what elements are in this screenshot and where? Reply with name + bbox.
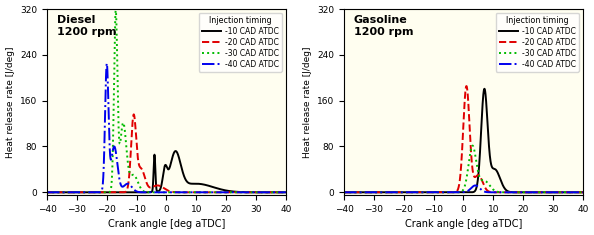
Line: -10 CAD ATDC: -10 CAD ATDC bbox=[344, 89, 583, 192]
-40 CAD ATDC bbox=[263, 191, 270, 194]
-10 CAD ATDC bbox=[263, 191, 270, 194]
Line: -10 CAD ATDC: -10 CAD ATDC bbox=[47, 151, 286, 192]
Line: -40 CAD ATDC: -40 CAD ATDC bbox=[344, 185, 583, 192]
-40 CAD ATDC bbox=[472, 184, 479, 187]
-30 CAD ATDC bbox=[282, 191, 289, 194]
-40 CAD ATDC bbox=[514, 191, 521, 194]
-20 CAD ATDC bbox=[275, 191, 282, 194]
-20 CAD ATDC bbox=[572, 191, 579, 194]
Line: -40 CAD ATDC: -40 CAD ATDC bbox=[47, 63, 286, 192]
-20 CAD ATDC bbox=[146, 186, 153, 188]
-40 CAD ATDC bbox=[43, 191, 50, 194]
Line: -30 CAD ATDC: -30 CAD ATDC bbox=[47, 10, 286, 192]
-20 CAD ATDC bbox=[463, 85, 470, 87]
-20 CAD ATDC bbox=[560, 191, 567, 194]
-30 CAD ATDC bbox=[454, 191, 461, 194]
Text: Diesel
1200 rpm: Diesel 1200 rpm bbox=[56, 15, 116, 37]
Text: Gasoline
1200 rpm: Gasoline 1200 rpm bbox=[353, 15, 413, 37]
-10 CAD ATDC bbox=[514, 191, 521, 194]
-30 CAD ATDC bbox=[443, 191, 450, 194]
-30 CAD ATDC bbox=[441, 191, 448, 194]
-40 CAD ATDC bbox=[282, 191, 289, 194]
-30 CAD ATDC bbox=[275, 191, 282, 194]
-40 CAD ATDC bbox=[144, 191, 151, 194]
-30 CAD ATDC bbox=[263, 191, 270, 194]
-10 CAD ATDC bbox=[572, 191, 579, 194]
-20 CAD ATDC bbox=[340, 191, 347, 194]
-30 CAD ATDC bbox=[579, 191, 586, 194]
-20 CAD ATDC bbox=[514, 191, 521, 194]
Y-axis label: Heat release rate [J/deg]: Heat release rate [J/deg] bbox=[302, 46, 312, 158]
Legend: -10 CAD ATDC, -20 CAD ATDC, -30 CAD ATDC, -40 CAD ATDC: -10 CAD ATDC, -20 CAD ATDC, -30 CAD ATDC… bbox=[199, 13, 282, 72]
-10 CAD ATDC bbox=[172, 150, 179, 153]
-40 CAD ATDC bbox=[441, 191, 448, 194]
Line: -20 CAD ATDC: -20 CAD ATDC bbox=[344, 86, 583, 192]
-10 CAD ATDC bbox=[560, 191, 567, 194]
-20 CAD ATDC bbox=[43, 191, 50, 194]
-10 CAD ATDC bbox=[340, 191, 347, 194]
Line: -20 CAD ATDC: -20 CAD ATDC bbox=[47, 114, 286, 192]
-20 CAD ATDC bbox=[130, 113, 137, 116]
-40 CAD ATDC bbox=[275, 191, 282, 194]
-20 CAD ATDC bbox=[263, 191, 270, 194]
-40 CAD ATDC bbox=[103, 62, 110, 65]
X-axis label: Crank angle [deg aTDC]: Crank angle [deg aTDC] bbox=[108, 219, 225, 229]
Legend: -10 CAD ATDC, -20 CAD ATDC, -30 CAD ATDC, -40 CAD ATDC: -10 CAD ATDC, -20 CAD ATDC, -30 CAD ATDC… bbox=[496, 13, 579, 72]
-10 CAD ATDC bbox=[217, 188, 224, 191]
-20 CAD ATDC bbox=[282, 191, 289, 194]
-10 CAD ATDC bbox=[146, 191, 153, 194]
-30 CAD ATDC bbox=[43, 191, 50, 194]
-30 CAD ATDC bbox=[112, 9, 119, 12]
-40 CAD ATDC bbox=[579, 191, 586, 194]
-40 CAD ATDC bbox=[217, 191, 224, 194]
-10 CAD ATDC bbox=[481, 87, 488, 90]
-40 CAD ATDC bbox=[340, 191, 347, 194]
-10 CAD ATDC bbox=[579, 191, 586, 194]
-10 CAD ATDC bbox=[43, 191, 50, 194]
Y-axis label: Heat release rate [J/deg]: Heat release rate [J/deg] bbox=[5, 46, 15, 158]
-30 CAD ATDC bbox=[340, 191, 347, 194]
-20 CAD ATDC bbox=[144, 183, 151, 186]
-40 CAD ATDC bbox=[572, 191, 579, 194]
-30 CAD ATDC bbox=[146, 191, 153, 194]
-30 CAD ATDC bbox=[469, 144, 476, 147]
-10 CAD ATDC bbox=[443, 191, 450, 194]
-20 CAD ATDC bbox=[157, 185, 164, 188]
-30 CAD ATDC bbox=[514, 191, 521, 194]
-20 CAD ATDC bbox=[217, 191, 224, 194]
-40 CAD ATDC bbox=[443, 191, 450, 194]
-10 CAD ATDC bbox=[441, 191, 448, 194]
-30 CAD ATDC bbox=[144, 191, 151, 194]
-40 CAD ATDC bbox=[157, 191, 164, 194]
-10 CAD ATDC bbox=[157, 187, 164, 190]
-40 CAD ATDC bbox=[560, 191, 567, 194]
-10 CAD ATDC bbox=[282, 191, 289, 194]
-30 CAD ATDC bbox=[217, 191, 224, 194]
-20 CAD ATDC bbox=[454, 189, 461, 192]
-20 CAD ATDC bbox=[443, 191, 450, 194]
-40 CAD ATDC bbox=[454, 191, 461, 194]
-30 CAD ATDC bbox=[560, 191, 567, 194]
-20 CAD ATDC bbox=[579, 191, 586, 194]
-30 CAD ATDC bbox=[572, 191, 579, 194]
-30 CAD ATDC bbox=[157, 191, 164, 194]
Line: -30 CAD ATDC: -30 CAD ATDC bbox=[344, 146, 583, 192]
-40 CAD ATDC bbox=[146, 191, 153, 194]
-10 CAD ATDC bbox=[144, 191, 151, 194]
-20 CAD ATDC bbox=[441, 191, 448, 194]
X-axis label: Crank angle [deg aTDC]: Crank angle [deg aTDC] bbox=[405, 219, 522, 229]
-10 CAD ATDC bbox=[454, 191, 461, 194]
-10 CAD ATDC bbox=[275, 191, 282, 194]
